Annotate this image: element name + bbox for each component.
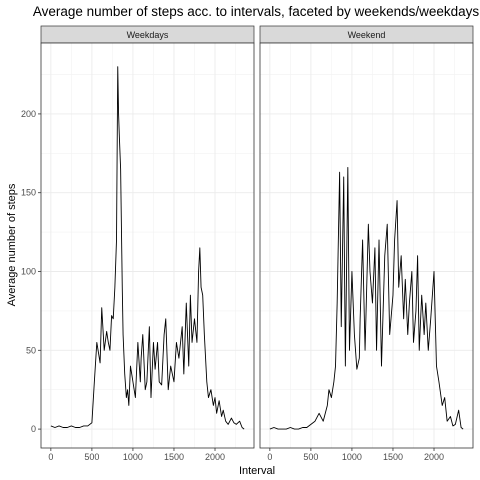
panel-border — [40, 42, 255, 449]
facet-label-weekdays: Weekdays — [127, 30, 169, 40]
x-tick-label: 500 — [303, 452, 318, 462]
panel-background — [260, 43, 473, 448]
x-axis-title: Interval — [239, 465, 275, 477]
panel-background — [41, 43, 254, 448]
x-axis-weekdays: 0 500 1000 1500 2000 — [48, 448, 225, 462]
x-axis-weekend: 0 500 1000 1500 2000 — [267, 448, 444, 462]
y-axis-title: Average number of steps — [6, 183, 18, 306]
chart-title: Average number of steps acc. to interval… — [33, 4, 479, 19]
y-tick-label: 50 — [26, 345, 36, 355]
x-tick-label: 0 — [267, 452, 272, 462]
x-tick-label: 2000 — [424, 452, 444, 462]
x-tick-label: 2000 — [205, 452, 225, 462]
facet-label-weekend: Weekend — [348, 30, 386, 40]
x-tick-label: 1000 — [123, 452, 143, 462]
series-line-weekdays — [50, 66, 245, 430]
panel-weekdays — [40, 42, 255, 449]
y-axis: 0 50 100 150 200 — [21, 109, 41, 434]
x-tick-label: 1500 — [383, 452, 403, 462]
x-tick-label: 0 — [48, 452, 53, 462]
x-tick-label: 1500 — [164, 452, 184, 462]
series-line-weekend — [269, 167, 464, 430]
x-tick-label: 1000 — [342, 452, 362, 462]
facet-weekdays: Weekdays — [40, 25, 255, 449]
y-tick-label: 0 — [31, 424, 36, 434]
panel-border — [259, 42, 474, 449]
facet-weekend: Weekend — [259, 25, 474, 449]
y-tick-label: 100 — [21, 267, 36, 277]
y-tick-label: 200 — [21, 109, 36, 119]
x-tick-label: 500 — [84, 452, 99, 462]
y-tick-label: 150 — [21, 188, 36, 198]
panel-weekend — [259, 42, 474, 449]
